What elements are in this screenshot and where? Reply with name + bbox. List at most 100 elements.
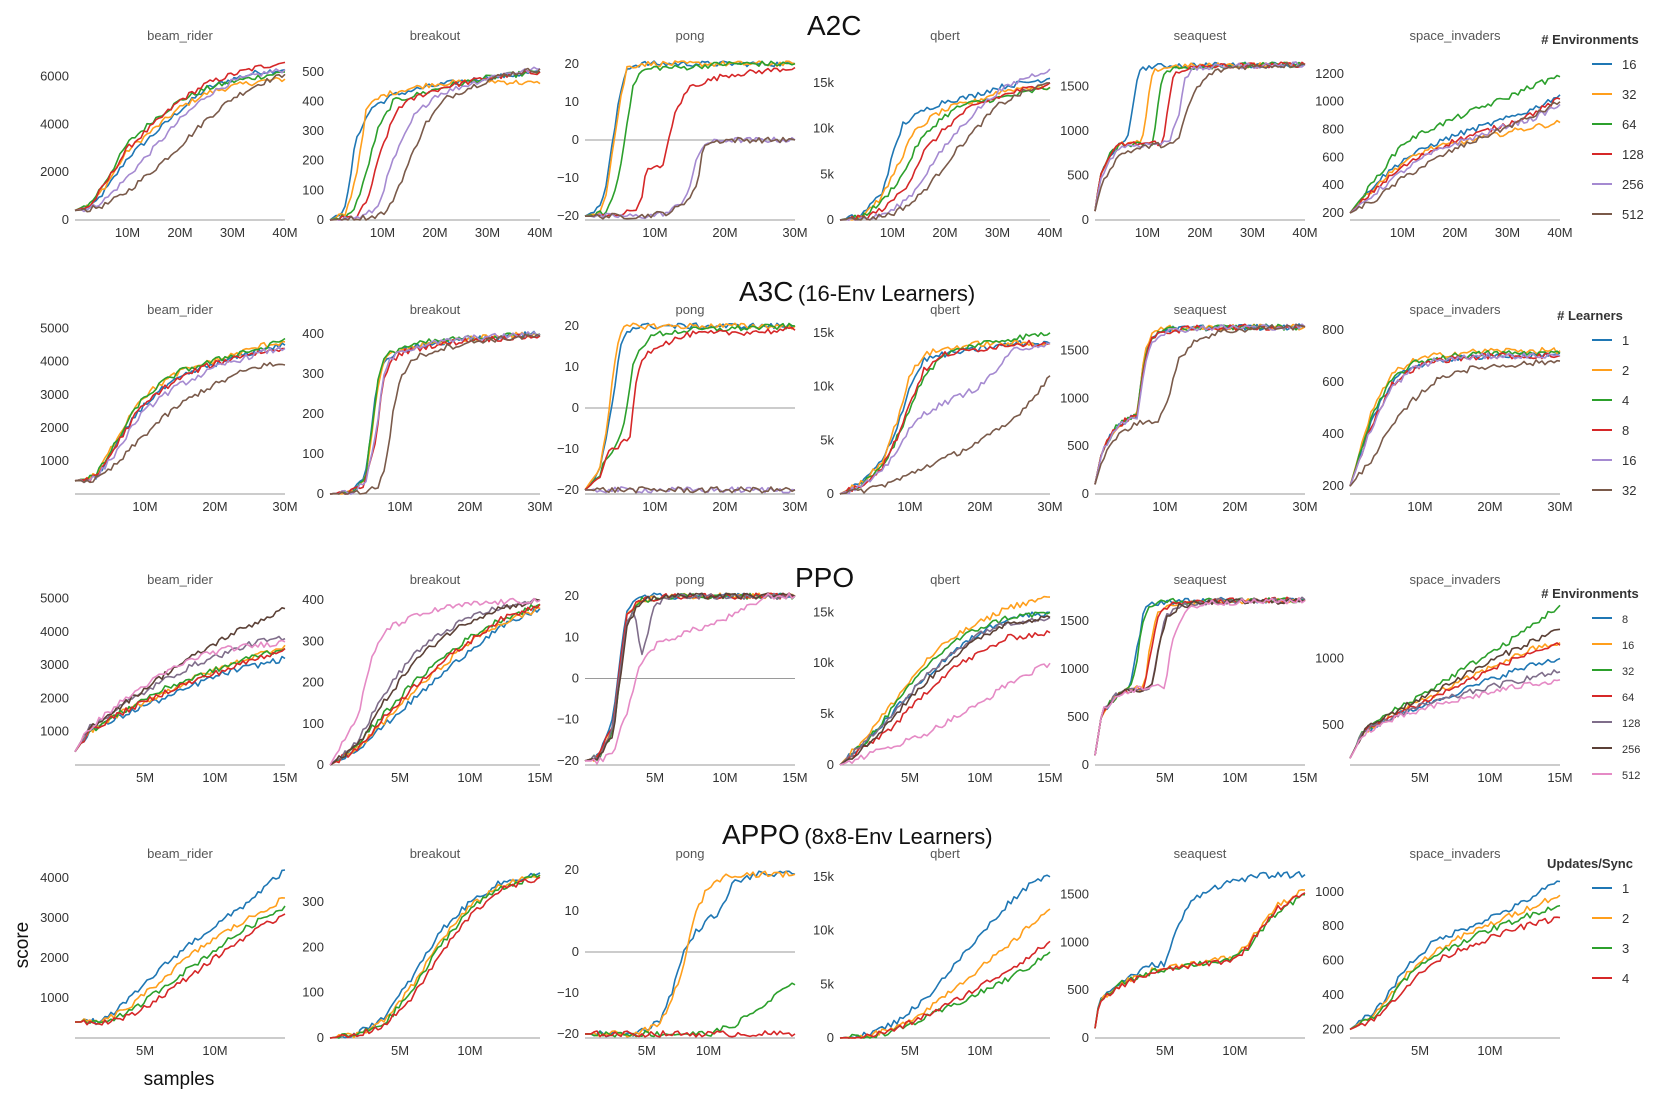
x-tick-label: 5M — [901, 1043, 919, 1058]
y-tick-label: 0 — [317, 1030, 324, 1045]
series-line-2 — [75, 897, 286, 1024]
series-line-4 — [1094, 892, 1306, 1029]
y-tick-label: 20 — [565, 588, 579, 603]
x-tick-label: 10M — [457, 770, 482, 785]
x-tick-label: 40M — [527, 225, 552, 240]
y-tick-label: 200 — [1322, 1021, 1344, 1036]
legend-label: 64 — [1622, 692, 1634, 704]
x-tick-label: 10M — [897, 499, 922, 514]
series-line-32 — [839, 375, 1051, 495]
y-tick-label: 1000 — [40, 990, 69, 1005]
series-line-128 — [1349, 97, 1561, 214]
method-name: A2C — [807, 10, 862, 41]
x-tick-label: 10M — [642, 225, 667, 240]
series-line-1 — [839, 340, 1051, 495]
y-tick-label: 500 — [302, 64, 324, 79]
series-line-2 — [1349, 346, 1561, 487]
y-tick-label: 0 — [572, 400, 579, 415]
series-line-16 — [1094, 323, 1306, 485]
x-axis-title: samples — [144, 1069, 215, 1090]
x-tick-label: 20M — [167, 225, 192, 240]
series-line-128 — [74, 61, 286, 212]
legend-label: 2 — [1622, 911, 1629, 926]
series-line-16 — [839, 77, 1051, 221]
x-tick-label: 5M — [1156, 1043, 1174, 1058]
series-line-512 — [585, 136, 796, 220]
legend-label: 1 — [1622, 333, 1629, 348]
series-line-4 — [839, 331, 1051, 495]
y-tick-label: 3000 — [40, 657, 69, 672]
row-title-a3c: A3C (16-Env Learners) — [739, 276, 975, 308]
series-line-32 — [74, 647, 286, 753]
y-tick-label: 0 — [1082, 486, 1089, 501]
x-tick-label: 30M — [1547, 499, 1572, 514]
y-tick-label: 600 — [1322, 149, 1344, 164]
x-tick-label: 15M — [1037, 770, 1062, 785]
legend-label: 16 — [1622, 640, 1634, 652]
chart-title: beam_rider — [147, 28, 213, 43]
legend-label: 32 — [1622, 87, 1636, 102]
legend-label: 16 — [1622, 453, 1636, 468]
y-tick-label: 4000 — [40, 624, 69, 639]
y-tick-label: 4000 — [40, 116, 69, 131]
x-tick-label: 20M — [1442, 225, 1467, 240]
y-tick-label: −10 — [557, 441, 579, 456]
legend-title: Updates/Sync — [1547, 856, 1633, 871]
x-tick-label: 10M — [712, 770, 737, 785]
y-tick-label: 0 — [827, 486, 834, 501]
y-tick-label: 0 — [1082, 1030, 1089, 1045]
y-tick-label: 1000 — [1060, 123, 1089, 138]
chart-title: seaquest — [1174, 302, 1227, 317]
series-line-64 — [1349, 74, 1561, 214]
series-line-16 — [839, 595, 1051, 766]
y-tick-label: 600 — [1322, 374, 1344, 389]
x-tick-label: 10M — [115, 225, 140, 240]
y-tick-label: 0 — [1082, 212, 1089, 227]
x-tick-label: 20M — [967, 499, 992, 514]
series-line-16 — [839, 342, 1051, 495]
x-tick-label: 15M — [1292, 770, 1317, 785]
y-tick-label: 2000 — [40, 164, 69, 179]
y-tick-label: 100 — [302, 716, 324, 731]
legend-label: 128 — [1622, 147, 1644, 162]
y-tick-label: 100 — [302, 182, 324, 197]
y-tick-label: 200 — [302, 939, 324, 954]
x-tick-label: 20M — [1477, 499, 1502, 514]
y-tick-label: 15k — [813, 604, 834, 619]
y-tick-label: 5k — [820, 976, 834, 991]
series-line-4 — [329, 332, 541, 495]
x-tick-label: 30M — [1240, 225, 1265, 240]
y-tick-label: 100 — [302, 985, 324, 1000]
y-tick-label: 100 — [302, 446, 324, 461]
x-tick-label: 20M — [422, 225, 447, 240]
chart-title: space_invaders — [1409, 846, 1501, 861]
chart-title: breakout — [410, 846, 461, 861]
y-tick-label: 20 — [565, 862, 579, 877]
y-tick-label: 500 — [1322, 717, 1344, 732]
series-line-32 — [585, 486, 796, 494]
y-tick-label: −20 — [557, 208, 579, 223]
row-title-appo: APPO (8x8-Env Learners) — [722, 819, 993, 851]
y-tick-label: 10 — [565, 359, 579, 374]
series-line-256 — [329, 66, 541, 221]
series-line-1 — [74, 869, 286, 1026]
y-tick-label: 200 — [1322, 205, 1344, 220]
y-tick-label: 300 — [302, 894, 324, 909]
y-tick-label: 1000 — [1315, 651, 1344, 666]
y-tick-label: 1000 — [1060, 934, 1089, 949]
y-tick-label: 0 — [317, 486, 324, 501]
series-line-32 — [1094, 323, 1306, 485]
y-tick-label: 20 — [565, 318, 579, 333]
series-line-512 — [1349, 101, 1561, 214]
series-line-1 — [839, 874, 1051, 1039]
chart-title: space_invaders — [1409, 572, 1501, 587]
y-tick-label: −20 — [557, 482, 579, 497]
y-tick-label: 1000 — [40, 724, 69, 739]
x-tick-label: 30M — [782, 499, 807, 514]
x-tick-label: 5M — [391, 770, 409, 785]
series-line-8 — [74, 347, 285, 483]
x-tick-label: 40M — [1292, 225, 1317, 240]
series-line-512 — [74, 639, 286, 753]
y-tick-label: 4000 — [40, 870, 69, 885]
y-tick-label: 5k — [820, 166, 834, 181]
